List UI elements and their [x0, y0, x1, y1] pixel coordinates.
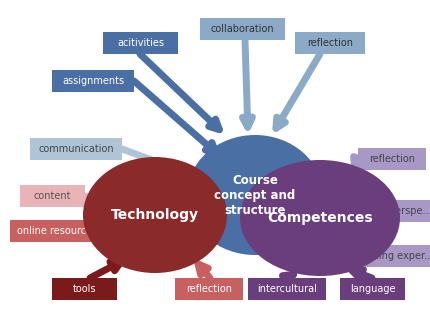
FancyBboxPatch shape: [358, 245, 430, 267]
Text: Technology: Technology: [111, 208, 199, 222]
FancyBboxPatch shape: [52, 278, 117, 300]
Text: reflection: reflection: [307, 38, 353, 48]
Text: learning exper...: learning exper...: [354, 251, 430, 261]
Text: online resources: online resources: [17, 226, 98, 236]
Text: Competences: Competences: [267, 211, 373, 225]
FancyBboxPatch shape: [30, 138, 122, 160]
Text: intercultural: intercultural: [257, 284, 317, 294]
Text: assignments: assignments: [62, 76, 124, 86]
Text: tools: tools: [73, 284, 96, 294]
Text: collaboration: collaboration: [211, 24, 274, 34]
Text: global perspe...: global perspe...: [356, 206, 430, 216]
FancyBboxPatch shape: [52, 70, 134, 92]
FancyBboxPatch shape: [358, 148, 426, 170]
FancyBboxPatch shape: [248, 278, 326, 300]
Text: language: language: [350, 284, 395, 294]
FancyBboxPatch shape: [358, 200, 430, 222]
FancyBboxPatch shape: [295, 32, 365, 54]
Text: acitivities: acitivities: [117, 38, 164, 48]
FancyBboxPatch shape: [10, 220, 105, 242]
Text: communication: communication: [38, 144, 114, 154]
Ellipse shape: [187, 135, 323, 255]
FancyBboxPatch shape: [20, 185, 85, 207]
Ellipse shape: [240, 160, 400, 276]
FancyBboxPatch shape: [175, 278, 243, 300]
FancyBboxPatch shape: [103, 32, 178, 54]
Text: Course
concept and
structure: Course concept and structure: [215, 173, 296, 216]
FancyBboxPatch shape: [200, 18, 285, 40]
Text: content: content: [34, 191, 71, 201]
Ellipse shape: [83, 157, 227, 273]
FancyBboxPatch shape: [340, 278, 405, 300]
Text: reflection: reflection: [186, 284, 232, 294]
Text: reflection: reflection: [369, 154, 415, 164]
